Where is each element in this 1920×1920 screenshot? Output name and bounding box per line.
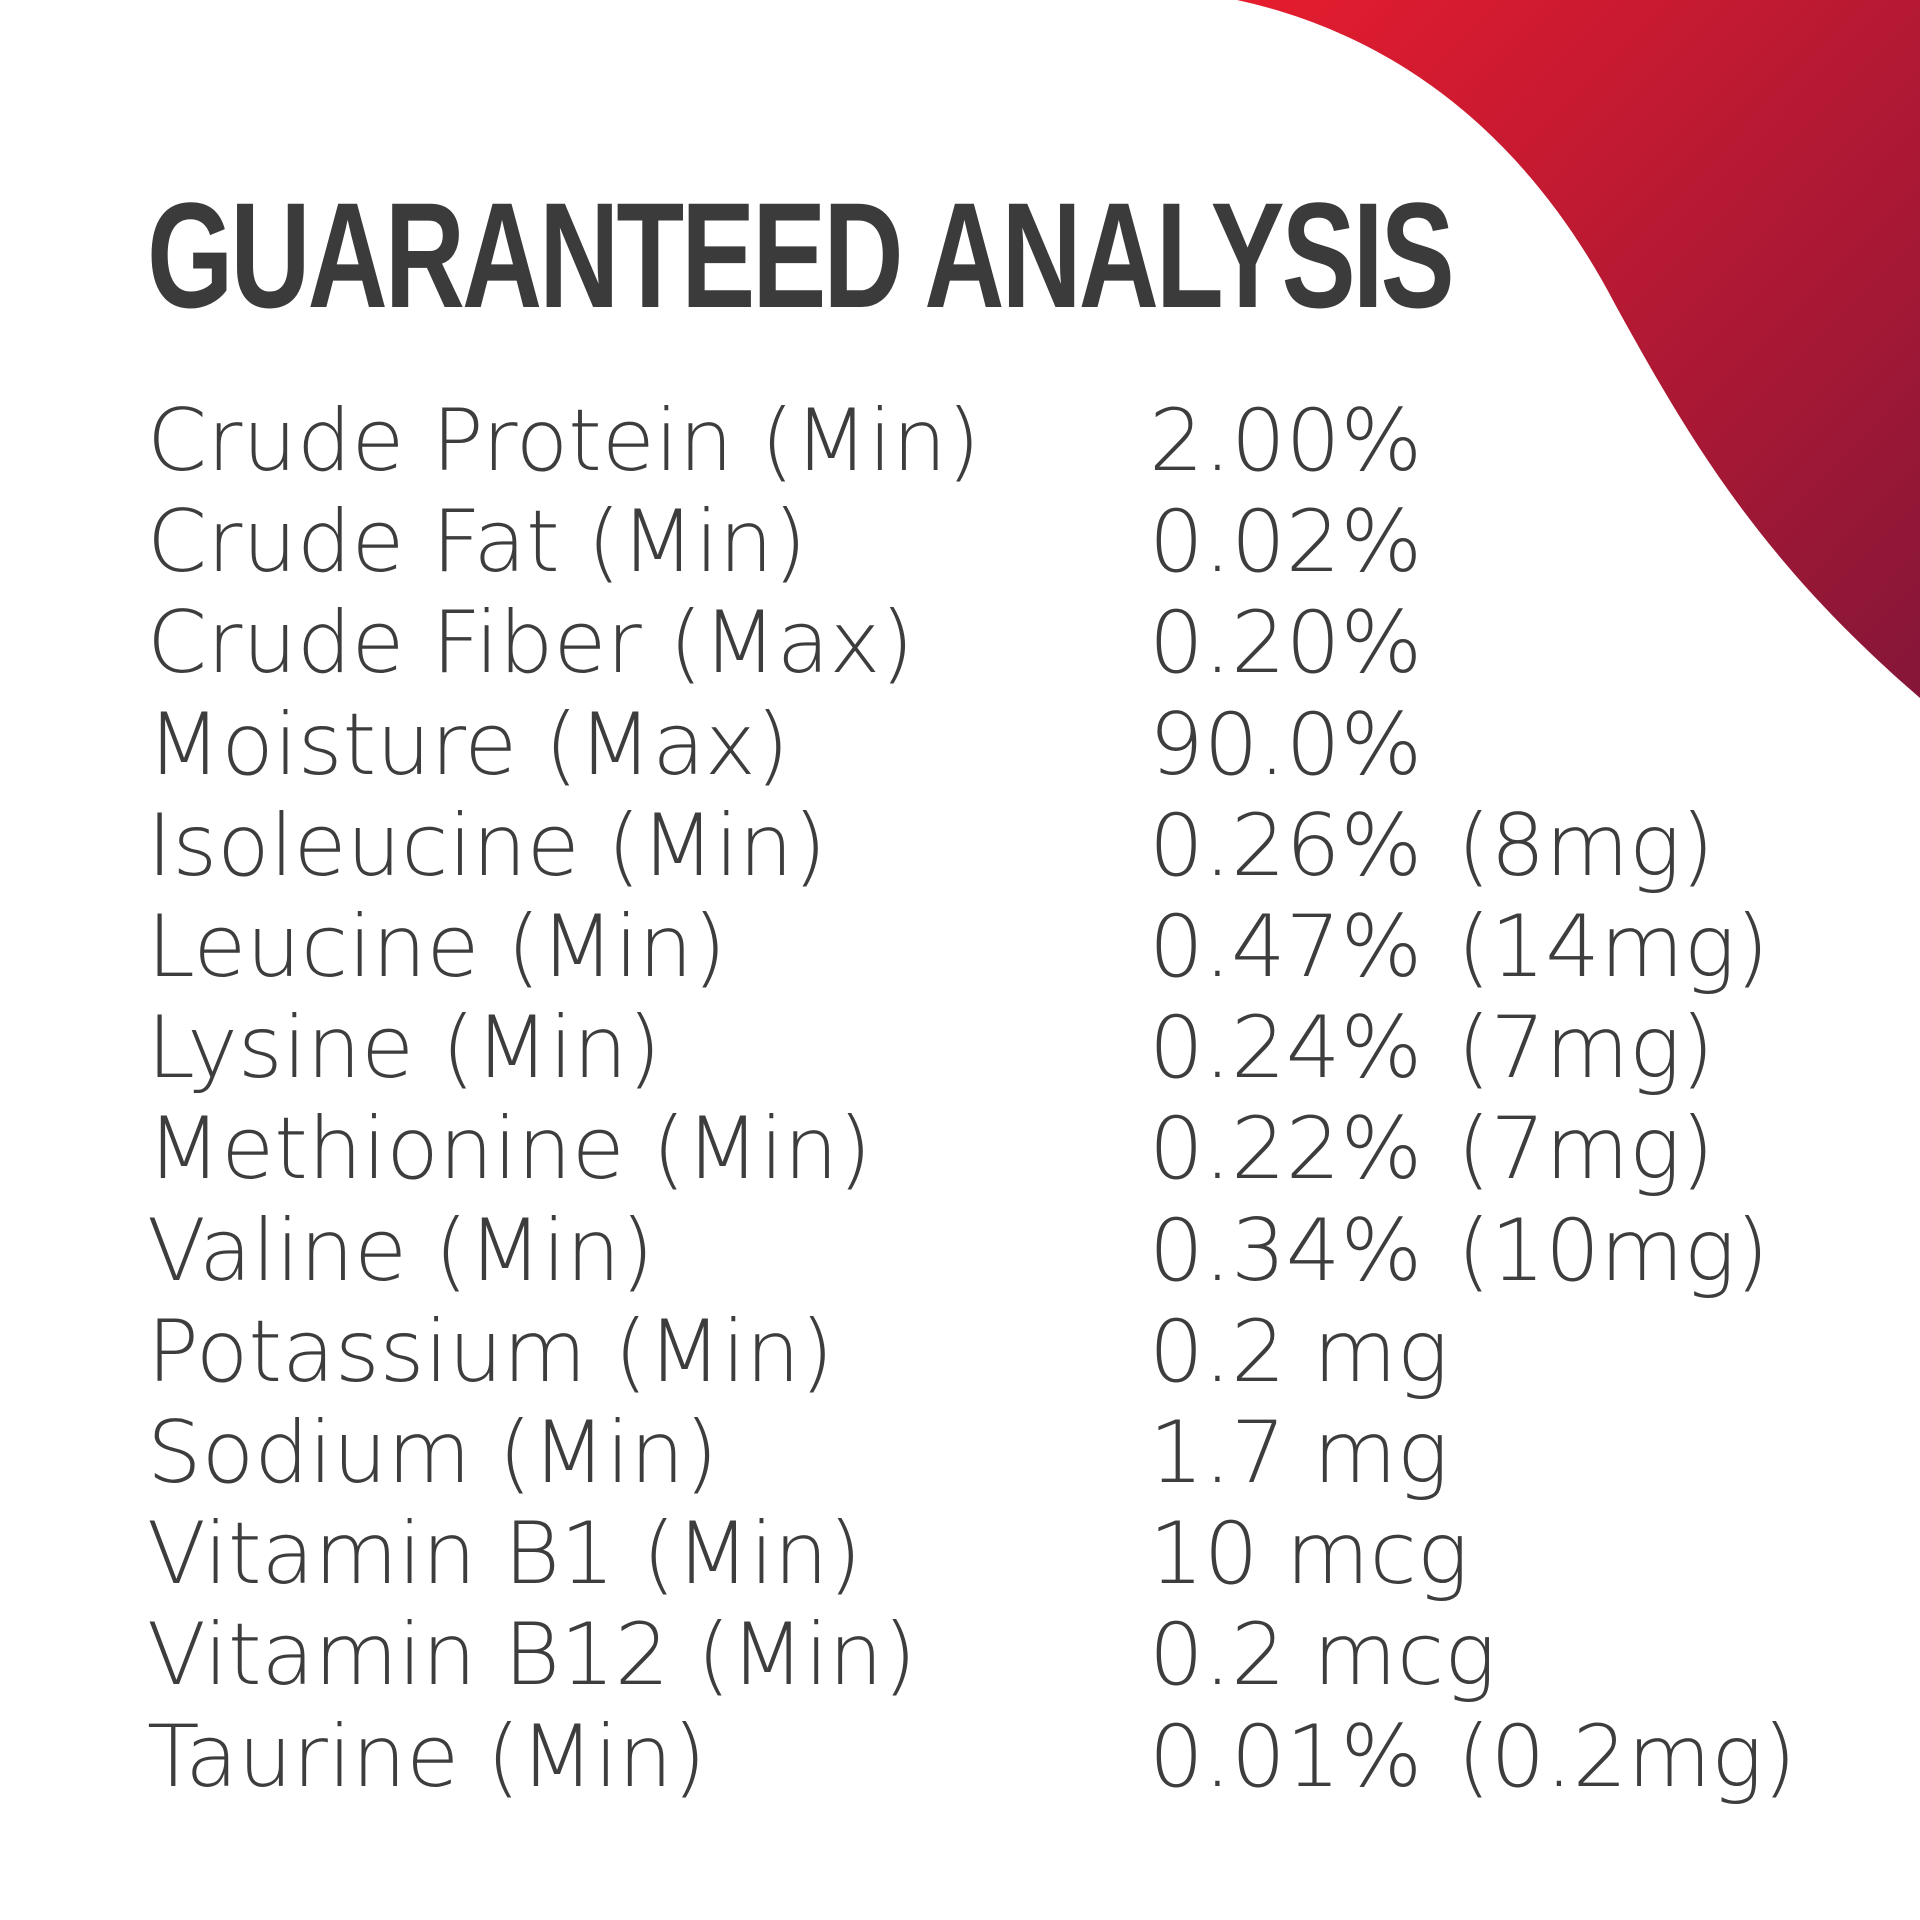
nutrient-value: 0.34% <box>1149 1200 1423 1301</box>
nutrient-value: 0.20% <box>1149 593 1423 694</box>
nutrient-name: Isoleucine (Min) <box>147 795 827 896</box>
nutrient-value: 0.2 mg <box>1149 1301 1449 1402</box>
nutrient-name: Vitamin B12 (Min) <box>147 1605 917 1706</box>
nutrient-name: Vitamin B1 (Min) <box>147 1504 862 1605</box>
nutrient-value: 10 mcg <box>1149 1504 1469 1605</box>
nutrient-amount: (8mg) <box>1457 795 1715 896</box>
nutrient-value: 0.01% <box>1149 1706 1423 1807</box>
nutrient-value: 0.47% <box>1149 897 1423 997</box>
nutrient-amount: (14mg) <box>1457 897 1769 997</box>
nutrient-value: 0.22% <box>1149 1099 1423 1200</box>
nutrient-name: Lysine (Min) <box>147 998 662 1099</box>
nutrient-amount: (7mg) <box>1457 1099 1715 1200</box>
title: GUARANTEED ANALYSIS <box>147 171 1455 339</box>
nutrient-value: 0.24% <box>1149 998 1423 1099</box>
red-wave <box>1237 0 1920 698</box>
nutrient-name: Crude Fiber (Max) <box>147 593 914 694</box>
nutrient-name: Crude Protein (Min) <box>147 391 981 491</box>
nutrient-value: 0.26% <box>1149 795 1423 896</box>
nutrient-amount: (7mg) <box>1457 998 1715 1099</box>
nutrient-value: 1.7 mg <box>1149 1403 1449 1503</box>
nutrient-name: Taurine (Min) <box>147 1706 707 1807</box>
nutrient-name: Methionine (Min) <box>147 1099 872 1200</box>
nutrient-value: 2.00% <box>1149 391 1423 491</box>
nutrient-amount: (0.2mg) <box>1457 1706 1797 1807</box>
nutrient-name: Potassium (Min) <box>147 1301 834 1402</box>
nutrient-value: 90.0% <box>1149 694 1423 795</box>
nutrient-name: Leucine (Min) <box>147 897 727 997</box>
nutrient-name: Valine (Min) <box>147 1200 655 1301</box>
nutrient-value: 0.02% <box>1149 492 1423 593</box>
nutrient-name: Crude Fat (Min) <box>147 492 807 593</box>
nutrient-name: Moisture (Max) <box>147 694 790 795</box>
nutrient-amount: (10mg) <box>1457 1200 1769 1301</box>
nutrient-value: 0.2 mcg <box>1149 1605 1496 1706</box>
nutrient-name: Sodium (Min) <box>147 1403 719 1503</box>
